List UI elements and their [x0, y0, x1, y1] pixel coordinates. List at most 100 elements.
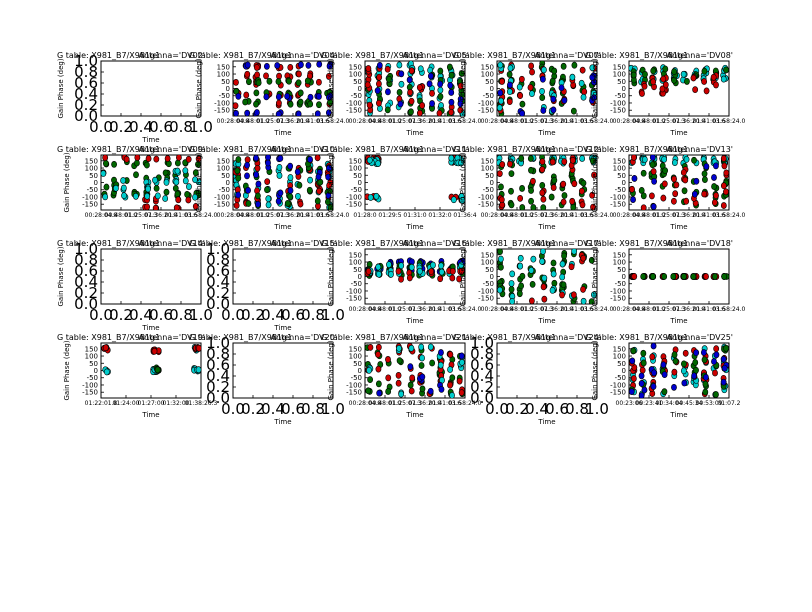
data-point-cyan [101, 170, 107, 177]
y-tick-label: 100 [481, 165, 494, 173]
data-point-cyan [417, 65, 424, 73]
x-tick-label: 0.2 [241, 306, 265, 324]
data-point-red [419, 102, 426, 109]
y-tick-label: 150 [217, 157, 230, 165]
data-point-green [561, 252, 567, 260]
subplot-title-right: Antenna='DV14' [139, 239, 205, 248]
data-point-blue [671, 383, 677, 391]
data-point-cyan [398, 262, 405, 270]
y-tick-label: -100 [346, 193, 362, 201]
data-point-red [233, 78, 239, 86]
data-point-red [102, 344, 109, 352]
data-point-blue [711, 174, 717, 181]
data-point-cyan [398, 80, 405, 88]
x-tick-label: 00:48:01.0 [369, 306, 402, 313]
data-point-red [376, 80, 382, 88]
data-point-red [673, 181, 680, 189]
y-tick-label: -150 [214, 107, 230, 115]
data-point-cyan [154, 192, 161, 200]
x-tick-label: 01:25:07.3 [389, 118, 422, 125]
x-axis-label: Time [273, 324, 291, 332]
y-tick-label: 0.0 [206, 389, 230, 407]
x-tick-label: 00:23:06 [616, 400, 643, 407]
y-tick-label: 0.6 [74, 262, 98, 280]
y-axis-label: Gain Phase (deg) [591, 246, 599, 306]
x-tick-label: 01:36:20.0 [541, 212, 574, 219]
data-point-blue [298, 61, 304, 69]
y-tick-label: -50 [615, 92, 626, 100]
scatter-points [365, 61, 465, 116]
subplot-title-left: G table: X981_B7/X981g1 [57, 239, 160, 248]
x-tick-label: 00:28:04.8 [481, 306, 514, 313]
data-point-cyan [366, 156, 373, 164]
x-tick-label: 01:36:20.0 [673, 212, 706, 219]
data-point-cyan [276, 172, 283, 179]
data-point-red [568, 263, 575, 271]
data-point-red [682, 176, 689, 184]
x-axis-label: Time [141, 136, 159, 144]
data-point-blue [255, 200, 261, 208]
data-point-blue [407, 363, 414, 370]
data-point-green [253, 100, 259, 108]
data-point-blue [691, 372, 697, 380]
x-tick-label: 0.4 [261, 306, 285, 324]
data-point-red [243, 91, 250, 99]
data-point-red [701, 78, 708, 85]
data-point-green [284, 200, 291, 207]
subplot-title-right: Antenna='DV02' [139, 51, 205, 60]
x-tick-label: 00:28:04.8 [349, 400, 382, 407]
data-point-blue [426, 80, 433, 88]
subplot-title-left: G table: X981_B7/X981g1 [189, 333, 292, 342]
x-tick-label: 01:25:07.3 [389, 306, 422, 313]
y-tick-label: -100 [478, 99, 494, 107]
data-point-cyan [396, 61, 403, 69]
y-tick-label: -50 [219, 186, 230, 194]
x-tick-label: 0.6 [281, 400, 305, 418]
subplot-title-left: G table: X981_B7/X981g1 [189, 145, 292, 154]
scatter-points [497, 61, 597, 116]
data-point-green [570, 107, 577, 115]
x-tick-label: 00:23:41 [636, 400, 663, 407]
data-point-blue [274, 62, 281, 69]
data-point-red [428, 268, 435, 275]
x-axis-label: Time [537, 418, 555, 426]
data-point-green [519, 185, 525, 192]
data-point-blue [429, 100, 435, 107]
data-point-cyan [529, 90, 535, 98]
data-point-green [255, 192, 261, 200]
data-point-green [245, 200, 252, 207]
subplot-title-right: Antenna='DV09' [139, 145, 205, 154]
y-tick-label: 50 [353, 78, 362, 86]
data-point-green [681, 360, 687, 368]
data-point-blue [651, 177, 658, 185]
data-point-blue [651, 369, 657, 377]
data-point-green [670, 273, 677, 280]
data-point-blue [277, 189, 284, 197]
data-point-red [144, 203, 151, 210]
data-point-cyan [661, 155, 668, 163]
y-axis-label: Gain Phase (deg) [591, 340, 599, 400]
data-point-red [316, 187, 323, 195]
data-point-red [589, 191, 596, 199]
data-point-green [550, 259, 557, 267]
data-point-green [640, 273, 647, 280]
data-point-red [529, 68, 535, 76]
subplot-title-right: Antenna='DV25' [667, 333, 733, 342]
data-point-red [499, 161, 506, 168]
subplot-title-right: Antenna='DV05' [403, 51, 469, 60]
data-point-green [671, 68, 678, 76]
data-point-blue [540, 107, 547, 114]
data-point-cyan [174, 167, 181, 175]
y-tick-label: -150 [346, 295, 362, 303]
data-point-blue [650, 383, 657, 390]
data-point-red [640, 204, 647, 210]
x-tick-label: 00:48:01.0 [369, 400, 402, 407]
y-tick-label: 50 [617, 360, 626, 368]
data-point-green [528, 166, 534, 174]
data-point-cyan [459, 359, 465, 366]
y-tick-label: 100 [481, 259, 494, 267]
data-point-cyan [517, 262, 524, 270]
data-point-blue [255, 180, 262, 188]
scatter-points [233, 155, 333, 210]
